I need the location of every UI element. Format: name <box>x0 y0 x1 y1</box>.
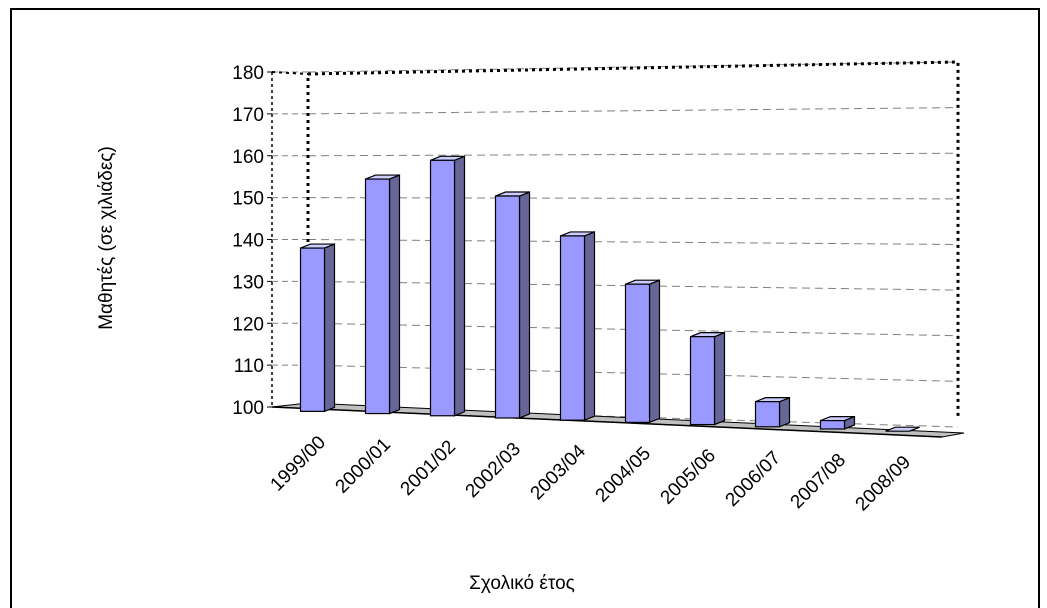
x-axis-title: Σχολικό έτος <box>469 573 575 594</box>
bar-side <box>323 243 336 413</box>
bar <box>754 401 781 428</box>
x-tick-label: 2008/09 <box>852 452 915 515</box>
bar <box>299 247 326 412</box>
bar <box>364 178 391 415</box>
y-tick-label: 150 <box>232 189 264 210</box>
x-tick-label: 1999/00 <box>267 432 330 495</box>
gridline <box>307 61 959 73</box>
y-tick-label: 170 <box>232 105 264 126</box>
chart-frame <box>10 8 1040 608</box>
x-tick-label: 2001/02 <box>397 436 460 499</box>
gridline <box>307 107 959 115</box>
bar <box>624 283 651 423</box>
bar <box>494 195 521 419</box>
x-tick-label: 2004/05 <box>592 443 655 506</box>
y-tick-label: 130 <box>232 272 264 293</box>
x-tick-labels: 1999/00 2000/01 2001/02 2002/03 2003/04 2004/… <box>267 432 915 515</box>
bar-side <box>648 279 661 424</box>
gridline <box>307 152 959 157</box>
bar-side <box>778 396 791 428</box>
x-tick-label: 2005/06 <box>657 445 720 508</box>
y-axis-title: Μαθητές (σε χιλιάδες) <box>96 146 117 330</box>
y-tick-label: 120 <box>232 314 264 335</box>
bar <box>689 336 716 426</box>
gridline <box>307 197 959 200</box>
x-tick-label: 2007/08 <box>787 450 850 513</box>
side-wall-top-edge <box>271 71 309 75</box>
chart-walls <box>271 60 960 417</box>
y-tick-label: 110 <box>234 356 264 377</box>
bar-side <box>453 155 466 417</box>
y-tick-labels: 100 110 120 130 140 150 160 170 180 <box>232 63 272 419</box>
bar <box>559 235 586 421</box>
x-tick-label: 2002/03 <box>462 439 525 502</box>
x-tick-label: 2003/04 <box>527 441 591 505</box>
bar-side <box>713 331 726 426</box>
y-tick-label: 160 <box>232 147 264 168</box>
y-tick-label: 180 <box>232 63 264 84</box>
back-wall-outline <box>306 60 960 417</box>
bar <box>819 419 846 430</box>
gridline <box>307 239 959 245</box>
bar-top <box>885 426 920 432</box>
bar-side <box>583 231 596 422</box>
bar <box>429 159 456 417</box>
x-tick-label: 2006/07 <box>722 447 785 510</box>
bar-side <box>388 174 401 415</box>
bars <box>299 155 920 432</box>
y-tick-label: 140 <box>232 231 264 252</box>
y-tick-label: 100 <box>232 398 264 419</box>
bar-side <box>518 191 531 419</box>
x-tick-label: 2000/01 <box>332 434 395 497</box>
